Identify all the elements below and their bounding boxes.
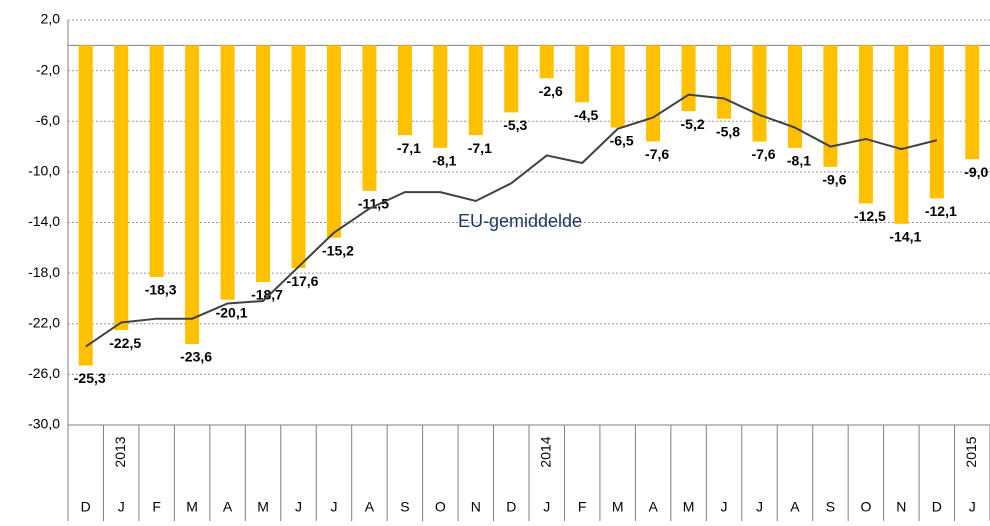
bar [256,45,271,282]
data-label: -5,3 [503,117,527,133]
bar [539,45,554,79]
data-label: -18,7 [251,287,283,303]
bar [610,45,625,128]
x-tick-label: F [152,499,161,515]
x-tick-label: S [826,499,835,515]
bar [397,45,412,136]
data-label: -6,5 [610,132,634,148]
data-label: -9,0 [964,164,988,180]
y-tick-label: -10,0 [28,163,60,179]
data-label: -7,6 [645,146,669,162]
line [85,93,938,348]
bar [433,45,448,148]
data-label: -12,1 [925,203,957,219]
data-label: -8,1 [787,153,811,169]
data-label: -22,5 [109,335,141,351]
x-tick-label: O [435,499,446,515]
line-label: EU-gemiddelde [458,211,582,231]
bar [149,45,164,277]
bar [291,45,306,269]
bar [220,45,235,300]
bar [929,45,944,199]
data-label: -9,6 [822,172,846,188]
year-label: 2014 [537,436,553,467]
data-label: -18,3 [145,282,177,298]
data-label: -25,3 [74,370,106,386]
x-tick-label: M [612,499,624,515]
y-tick-label: -30,0 [28,416,60,432]
x-tick-label: M [257,499,269,515]
x-tick-label: J [969,499,976,515]
x-tick-label: D [506,499,516,515]
x-tick-label: N [471,499,481,515]
data-label: -12,5 [854,208,886,224]
x-tick-label: D [81,499,91,515]
bar [752,45,767,142]
x-tick-label: F [578,499,587,515]
bar [894,45,909,224]
x-tick-label: A [648,499,658,515]
bar [326,45,341,238]
bar [717,45,732,119]
data-label: -14,1 [889,228,921,244]
bar [362,45,377,191]
bar [681,45,696,112]
y-tick-label: -6,0 [36,112,60,128]
x-tick-label: M [186,499,198,515]
x-tick-label: A [790,499,800,515]
data-label: -7,1 [397,140,421,156]
bar [965,45,980,160]
bar [787,45,802,148]
y-tick-label: -22,0 [28,314,60,330]
data-label: -4,5 [574,107,598,123]
bar [185,45,200,344]
x-tick-label: A [223,499,233,515]
bar [78,45,93,366]
bar [575,45,590,103]
data-label: -20,1 [216,304,248,320]
x-tick-label: O [860,499,871,515]
data-label: -11,5 [358,196,389,212]
data-label: -7,1 [468,140,492,156]
year-label: 2013 [112,436,128,467]
data-label: -2,6 [539,83,563,99]
y-tick-label: -26,0 [28,365,60,381]
x-tick-label: J [118,499,125,515]
bar [858,45,873,204]
data-label: -8,1 [432,153,456,169]
bar [646,45,661,142]
x-tick-label: S [400,499,409,515]
y-tick-label: -2,0 [36,61,60,77]
x-tick-label: J [721,499,728,515]
x-tick-label: J [330,499,337,515]
bar [823,45,838,167]
x-tick-label: N [896,499,906,515]
x-tick-label: J [543,499,550,515]
x-tick-label: A [365,499,375,515]
bar [504,45,519,113]
x-tick-label: J [756,499,763,515]
data-label: -17,6 [287,273,319,289]
x-tick-label: M [683,499,695,515]
data-label: -15,2 [322,242,354,258]
x-tick-label: D [932,499,942,515]
bar [114,45,129,331]
bar [468,45,483,136]
data-label: -5,2 [681,116,705,132]
year-label: 2015 [963,436,979,467]
y-tick-label: 2,0 [41,11,61,27]
data-label: -23,6 [180,349,212,365]
y-tick-label: -14,0 [28,213,60,229]
data-label: -5,8 [716,123,740,139]
data-label: -7,6 [751,146,775,162]
x-tick-label: J [295,499,302,515]
y-tick-label: -18,0 [28,264,60,280]
